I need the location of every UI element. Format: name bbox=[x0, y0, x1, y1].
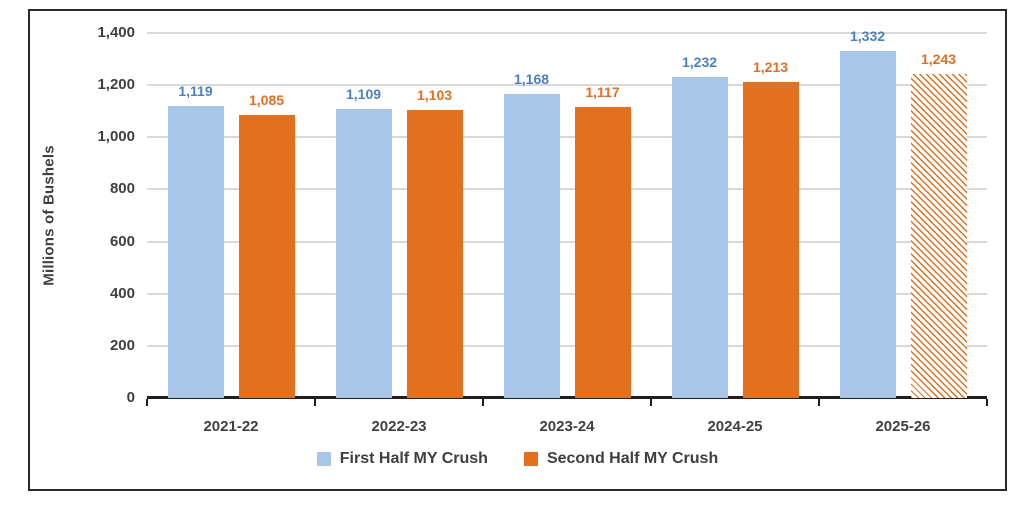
bar-value-label: 1,119 bbox=[178, 83, 213, 100]
bar-value-label: 1,243 bbox=[920, 50, 957, 67]
bar bbox=[238, 115, 295, 398]
x-axis-line bbox=[147, 396, 987, 399]
bar-group: 1,168 1,117 bbox=[483, 33, 651, 398]
bar-wrap: 1,213 bbox=[742, 60, 799, 398]
bar bbox=[503, 93, 560, 398]
bar bbox=[167, 106, 224, 398]
x-axis-tick bbox=[818, 399, 820, 406]
gridlines bbox=[147, 32, 987, 398]
bar-group: 1,119 1,085 bbox=[147, 33, 315, 398]
legend: First Half MY Crush Second Half MY Crush bbox=[30, 450, 1005, 468]
chart-frame: Millions of Bushels 0 200 400 600 800 1,000 1,… bbox=[28, 9, 1007, 491]
gridline bbox=[147, 136, 987, 139]
bar-wrap: 1,332 bbox=[839, 29, 896, 398]
bar-value-label: 1,103 bbox=[416, 87, 453, 104]
bar-hatched bbox=[910, 73, 967, 398]
bar-value-label: 1,332 bbox=[849, 27, 886, 44]
gridline bbox=[147, 240, 987, 243]
bar-group: 1,332 1,243 bbox=[819, 29, 987, 398]
x-axis-tick bbox=[314, 399, 316, 406]
legend-item: Second Half MY Crush bbox=[523, 450, 719, 468]
bar-value-label: 1,168 bbox=[513, 70, 550, 87]
bar bbox=[406, 110, 463, 398]
y-tick-label: 200 bbox=[109, 336, 135, 354]
x-axis-label: 2021-22 bbox=[203, 418, 259, 435]
bar bbox=[839, 50, 896, 398]
legend-label: First Half MY Crush bbox=[339, 450, 488, 467]
x-axis-labels: 2021-22 2022-23 2023-24 2024-25 2025-26 bbox=[147, 417, 987, 437]
bar bbox=[742, 81, 799, 398]
x-axis-ticks bbox=[146, 399, 988, 406]
bar-wrap: 1,168 bbox=[503, 72, 560, 398]
gridline bbox=[147, 188, 987, 191]
y-tick-label: 600 bbox=[109, 232, 135, 250]
y-tick-label: 800 bbox=[109, 180, 135, 198]
x-axis-label: 2024-25 bbox=[707, 418, 763, 435]
plot-area: 1,119 1,085 1,109 1,103 1,168 1,117 1,232 1,213… bbox=[147, 29, 987, 398]
gridline bbox=[147, 292, 987, 295]
x-axis-tick bbox=[146, 399, 148, 406]
bar-value-label: 1,085 bbox=[248, 92, 285, 109]
y-axis-tick-labels: 0 200 400 600 800 1,000 1,200 1,400 bbox=[50, 24, 135, 406]
legend-item: First Half MY Crush bbox=[316, 450, 488, 468]
bar-wrap: 1,103 bbox=[406, 88, 463, 398]
bar-value-label: 1,109 bbox=[345, 85, 382, 102]
bar bbox=[574, 106, 631, 398]
x-axis-tick bbox=[482, 399, 484, 406]
bar-value-label: 1,232 bbox=[681, 53, 718, 70]
y-tick-label: 400 bbox=[109, 284, 135, 302]
x-axis-label: 2023-24 bbox=[539, 418, 595, 435]
x-axis-tick bbox=[650, 399, 652, 406]
x-axis-label: 2025-26 bbox=[875, 418, 931, 435]
y-tick-label: 1,400 bbox=[97, 24, 135, 41]
bar-wrap: 1,243 bbox=[910, 52, 967, 398]
bar-wrap: 1,119 bbox=[167, 84, 224, 398]
bar bbox=[335, 108, 392, 398]
bar-group: 1,232 1,213 bbox=[651, 33, 819, 398]
gridline bbox=[147, 84, 987, 87]
x-axis-tick bbox=[986, 399, 988, 406]
bar-wrap: 1,109 bbox=[335, 87, 392, 398]
legend-swatch bbox=[523, 452, 538, 466]
gridline bbox=[147, 344, 987, 347]
legend-swatch bbox=[316, 452, 331, 466]
bar-wrap: 1,117 bbox=[574, 85, 631, 398]
bar bbox=[671, 76, 728, 398]
y-tick-label: 1,000 bbox=[97, 128, 135, 146]
bar-wrap: 1,085 bbox=[238, 93, 295, 398]
y-tick-label: 1,200 bbox=[97, 76, 135, 94]
bars-layer: 1,119 1,085 1,109 1,103 1,168 1,117 1,232 1,213… bbox=[147, 29, 987, 398]
bar-group: 1,109 1,103 bbox=[315, 33, 483, 398]
legend-label: Second Half MY Crush bbox=[546, 450, 719, 467]
bar-wrap: 1,232 bbox=[671, 55, 728, 398]
x-axis-label: 2022-23 bbox=[371, 418, 427, 435]
bar-value-label: 1,213 bbox=[752, 58, 789, 75]
y-tick-label: 0 bbox=[126, 389, 135, 406]
bar-value-label: 1,117 bbox=[585, 83, 620, 100]
gridline bbox=[147, 32, 987, 34]
